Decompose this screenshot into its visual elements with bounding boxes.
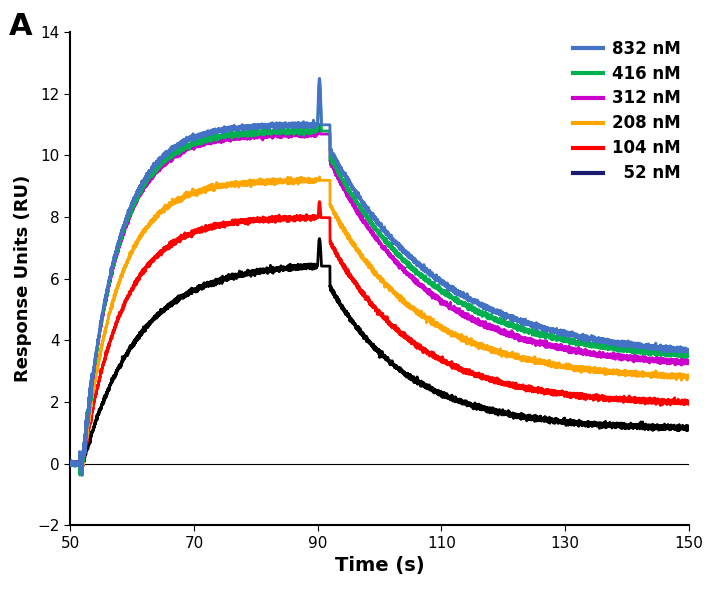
- Y-axis label: Response Units (RU): Response Units (RU): [14, 175, 32, 382]
- X-axis label: Time (s): Time (s): [335, 556, 424, 575]
- Legend: 832 nM, 416 nM, 312 nM, 208 nM, 104 nM,   52 nM: 832 nM, 416 nM, 312 nM, 208 nM, 104 nM, …: [573, 39, 681, 182]
- Text: A: A: [9, 12, 32, 41]
